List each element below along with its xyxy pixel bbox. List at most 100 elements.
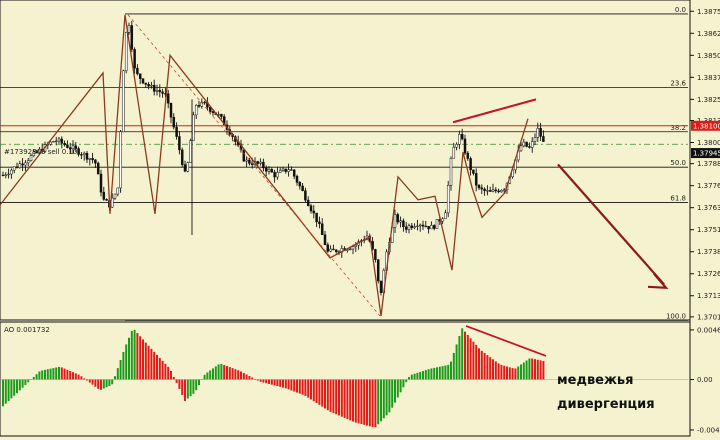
ao-bar	[259, 379, 262, 382]
ao-bar	[198, 379, 200, 386]
candle-body	[259, 161, 262, 164]
candle-body	[96, 162, 100, 175]
fib-label-61.8: 61.8	[670, 195, 686, 203]
ao-bar	[385, 379, 388, 416]
candle-body	[312, 210, 316, 214]
candle-body	[82, 152, 86, 156]
ao-bar	[262, 379, 265, 383]
candle-body	[74, 145, 78, 149]
candle-body	[444, 212, 447, 220]
candle-body	[57, 138, 61, 142]
candle-body	[320, 223, 324, 236]
candle-body	[446, 185, 450, 214]
annotation-line-2: дивергенция	[557, 397, 655, 412]
candle-body	[52, 141, 55, 143]
fib-label-0.0: 0.0	[675, 6, 686, 14]
ao-bar	[195, 379, 198, 391]
candle-body	[334, 249, 338, 253]
ao-bar	[13, 379, 16, 396]
candle-body	[304, 190, 307, 201]
ao-bar	[447, 364, 450, 380]
ao-bar	[402, 379, 405, 388]
ao-bar	[522, 362, 525, 380]
ao-bar	[116, 368, 119, 380]
candle-body	[477, 185, 481, 189]
ao-bar	[119, 360, 122, 380]
ao-bar	[32, 376, 35, 380]
candle-body	[528, 146, 531, 148]
ao-bar	[340, 379, 343, 417]
ao-bar	[72, 372, 74, 380]
ao-bar	[4, 379, 7, 404]
candle-body	[488, 190, 492, 192]
ao-bar	[256, 379, 259, 381]
price-axis: 1.38750 1.38625 1.38500 1.38375 1.38250 1.381…	[690, 8, 720, 321]
ao-bar	[528, 358, 531, 380]
ao-bar	[2, 379, 4, 407]
candle-body	[530, 141, 534, 148]
ao-bar	[240, 371, 242, 380]
ao-bar	[200, 379, 203, 380]
forecast-arrow-head	[647, 273, 669, 290]
annotation-line-1: медвежья	[557, 373, 634, 388]
candle-body	[150, 84, 153, 87]
ao-bar	[38, 371, 41, 380]
candle-body	[393, 214, 397, 228]
candle-body	[494, 189, 498, 192]
ao-bar	[422, 371, 424, 380]
ao-bar	[368, 379, 371, 427]
candle-body	[136, 67, 139, 75]
ao-bar	[464, 331, 466, 380]
ao-bar	[354, 379, 357, 423]
candle-body	[124, 32, 128, 72]
candle-body	[155, 90, 159, 92]
candle-body	[71, 145, 75, 150]
price-tick-label: 1.37885	[697, 160, 720, 168]
candle-body	[306, 199, 310, 207]
candle-body	[99, 173, 103, 193]
candle-body	[68, 147, 72, 150]
ao-bar	[27, 379, 30, 383]
ao-bar	[419, 371, 422, 380]
candle-body	[472, 169, 475, 174]
ao-bar	[469, 338, 472, 380]
ao-bar	[438, 366, 441, 380]
candle-body	[474, 173, 478, 186]
price-tick-label: 1.37135	[697, 292, 720, 300]
candle-body	[525, 141, 528, 147]
candle-body	[178, 136, 181, 151]
ao-bar	[321, 379, 324, 407]
ao-indicator-label: AO 0.001732	[4, 326, 50, 334]
ao-bar	[105, 379, 108, 388]
ao-bar	[430, 368, 433, 380]
fib-label-23.6: 23.6	[670, 79, 686, 87]
candle-body	[287, 169, 290, 172]
ao-bar	[231, 368, 234, 380]
candle-body	[63, 142, 66, 146]
candle-body	[404, 226, 408, 230]
trend-lines	[0, 14, 669, 317]
ao-bar	[10, 379, 13, 399]
candle-body	[175, 126, 178, 137]
candle-body	[32, 151, 36, 156]
candle-body	[427, 225, 430, 230]
candle-body	[189, 140, 192, 163]
candle-body	[281, 168, 285, 171]
price-tick-label: 1.37635	[697, 204, 720, 212]
ao-bar	[436, 367, 438, 380]
price-tick-label: 1.38625	[697, 30, 720, 38]
candle-body	[374, 249, 377, 260]
ao-bar	[102, 379, 105, 389]
ao-bar	[97, 379, 100, 389]
ao-bar	[142, 339, 144, 380]
ao-bar	[86, 379, 88, 381]
candle-body	[500, 190, 503, 193]
candle-body	[379, 280, 383, 293]
ao-bar	[307, 379, 310, 398]
candle-body	[466, 152, 470, 159]
ao-bar	[480, 350, 483, 380]
ao-bar	[380, 379, 382, 422]
ao-bar	[128, 337, 130, 380]
ao-bar	[44, 369, 46, 380]
ao-bar	[276, 379, 279, 387]
